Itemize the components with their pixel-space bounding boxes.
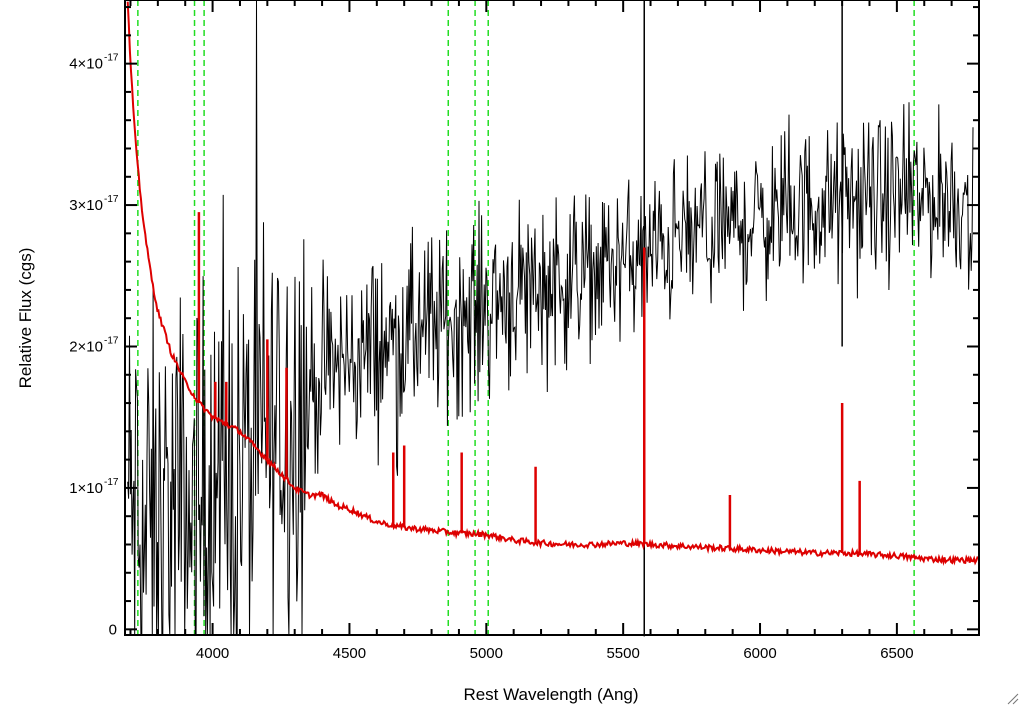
y-tick-exponent: -17 <box>104 477 119 488</box>
y-tick-exponent: -17 <box>104 335 119 346</box>
x-tick-label: 4500 <box>333 645 366 662</box>
y-tick-label: 1×10 <box>69 480 103 497</box>
x-tick-label: 5000 <box>470 645 503 662</box>
y-tick-labels: 01×10 -172×10 -173×10 -174×10 -17 <box>69 53 119 639</box>
x-axis-label: Rest Wavelength (Ang) <box>463 685 638 704</box>
x-tick-label: 4000 <box>196 645 229 662</box>
y-tick-label: 2×10 <box>69 338 103 355</box>
x-tick-label: 6000 <box>743 645 776 662</box>
series-observed-spectrum <box>128 0 973 635</box>
y-tick-exponent: -17 <box>104 53 119 64</box>
x-tick-labels: 4000 4500 5000 5500 6000 6500 <box>196 645 914 662</box>
y-tick-label: 3×10 <box>69 197 103 214</box>
y-axis-label: Relative Flux (cgs) <box>16 248 35 389</box>
y-tick-label: 0 <box>109 621 117 638</box>
y-tick-label: 4×10 <box>69 56 103 73</box>
x-tick-label: 5500 <box>606 645 639 662</box>
y-tick-exponent: -17 <box>104 194 119 205</box>
x-tick-label: 6500 <box>880 645 913 662</box>
resize-grip-icon[interactable] <box>1008 694 1018 704</box>
series-layer <box>128 0 979 636</box>
